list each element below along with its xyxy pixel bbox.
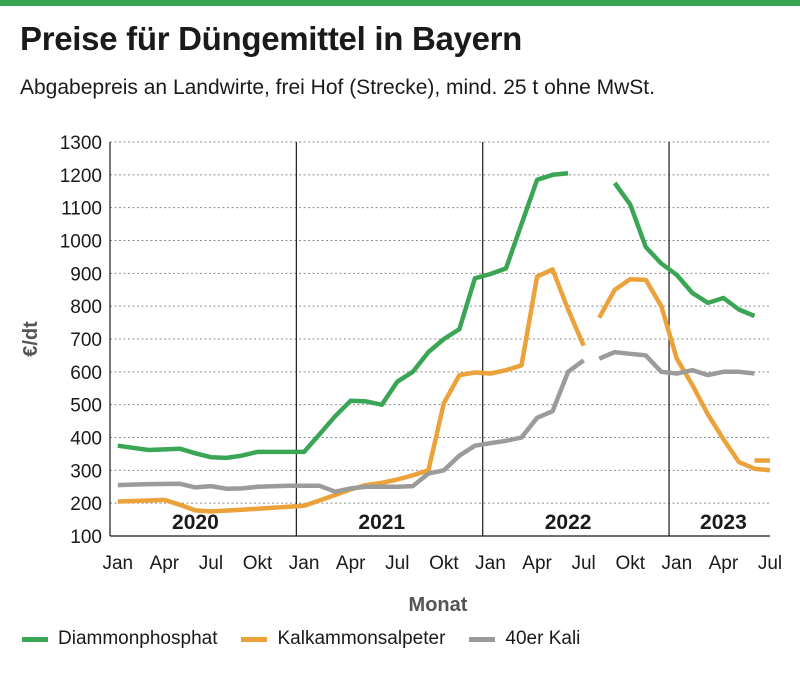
year-label: 2023	[700, 511, 747, 534]
x-tick-label: Apr	[522, 553, 552, 574]
legend-item: Diammonphosphat	[22, 628, 217, 650]
series-line-kalkammonsalpeter	[597, 276, 771, 473]
y-tick-label: 600	[70, 363, 102, 384]
x-tick-label: Jul	[758, 553, 782, 574]
x-tick-label: Jan	[662, 553, 693, 574]
legend-label: Diammonphosphat	[58, 628, 218, 649]
y-tick-label: 1000	[60, 232, 102, 253]
x-tick-label: Apr	[336, 553, 366, 574]
series-line-diammonphosphat	[612, 181, 756, 319]
year-label: 2021	[358, 511, 405, 534]
y-axis-title: €/dt	[20, 321, 42, 357]
x-tick-label: Jan	[475, 553, 506, 574]
x-tick-label: Apr	[709, 553, 739, 574]
x-axis-title: Monat	[409, 594, 468, 616]
legend-swatch	[241, 636, 268, 642]
x-tick-label: Jul	[571, 553, 595, 574]
x-tick-label: Jan	[289, 553, 320, 574]
y-tick-label: 800	[70, 297, 102, 318]
x-tick-label: Okt	[243, 553, 273, 574]
series-line-40er-kali	[117, 358, 585, 494]
y-tick-label: 300	[70, 461, 102, 482]
legend-swatch	[22, 636, 48, 642]
y-tick-label: 700	[70, 330, 102, 351]
y-tick-label: 1200	[60, 166, 102, 187]
series-line-kalkammonsalpeter	[117, 267, 586, 514]
y-tick-label: 900	[70, 264, 102, 285]
chart-title: Preise für Düngemittel in Bayern	[20, 20, 523, 57]
y-tick-label: 500	[70, 396, 102, 417]
legend-item: Kalkammonsalpeter	[241, 628, 445, 650]
x-tick-label: Okt	[429, 553, 459, 574]
legend-label: 40er Kali	[505, 628, 581, 649]
y-tick-label: 1100	[61, 199, 102, 220]
series-line-40er-kali	[598, 349, 755, 378]
y-tick-label: 400	[70, 429, 102, 450]
series-line-diammonphosphat	[117, 170, 569, 461]
y-tick-label: 1300	[60, 133, 102, 154]
year-label: 2022	[545, 511, 592, 534]
y-tick-label: 200	[70, 494, 102, 515]
x-tick-label: Jul	[385, 553, 409, 574]
x-tick-label: Jul	[199, 553, 223, 574]
legend-label: Kalkammonsalpeter	[277, 628, 446, 649]
legend-swatch	[469, 636, 496, 642]
y-tick-label: 100	[70, 527, 102, 548]
year-label: 2020	[172, 511, 219, 534]
x-tick-label: Okt	[615, 553, 645, 574]
chart-subtitle: Abgabepreis an Landwirte, frei Hof (Stre…	[20, 76, 655, 99]
chart-legend: Diammonphosphat Kalkammonsalpeter 40er Kal…	[22, 628, 604, 650]
legend-item: 40er Kali	[469, 628, 580, 650]
top-accent-bar	[0, 0, 800, 6]
x-tick-label: Apr	[150, 553, 180, 574]
x-tick-label: Jan	[102, 553, 133, 574]
